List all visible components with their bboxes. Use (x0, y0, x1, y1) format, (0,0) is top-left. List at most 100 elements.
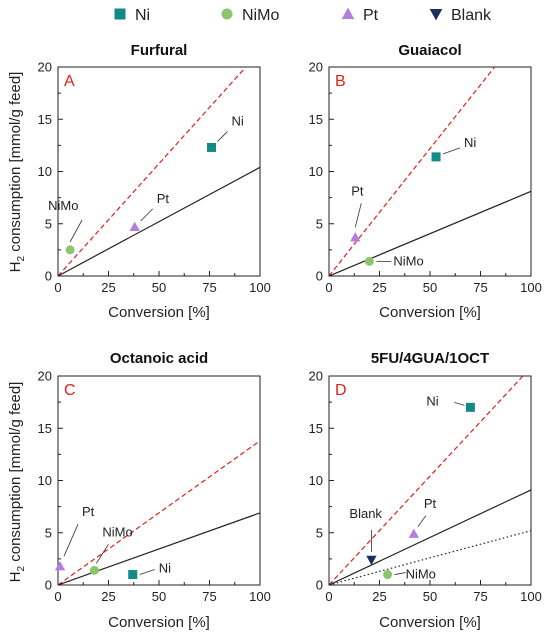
point-label-ni: Ni (159, 561, 171, 576)
legend: Ni NiMo Pt Blank (114, 7, 492, 24)
panel-title: Octanoic acid (110, 350, 208, 367)
y-axis-title-row-2: H2 consumption [mmol/g feed] (7, 382, 27, 583)
y-tick-label: 20 (309, 369, 323, 384)
legend-label-pt: Pt (363, 7, 379, 24)
x-tick-label: 50 (423, 280, 437, 295)
point-label-nimo: NiMo (393, 253, 423, 268)
point-label-pt: Pt (157, 191, 170, 206)
leader-line-nimo (394, 572, 406, 575)
data-point-ni (207, 142, 217, 152)
y-tick-label: 20 (38, 60, 52, 75)
x-tick-label: 75 (473, 589, 487, 604)
x-tick-label: 0 (325, 589, 332, 604)
x-tick-label: 25 (372, 280, 386, 295)
reference-line-dashed-red (58, 440, 260, 585)
reference-lines (58, 67, 260, 276)
x-tick-label: 25 (372, 589, 386, 604)
point-label-ni: Ni (464, 135, 476, 150)
x-tick-label: 100 (249, 280, 271, 295)
y-tick-label: 10 (309, 164, 323, 179)
x-tick-label: 0 (54, 280, 61, 295)
point-label-ni: Ni (232, 113, 244, 128)
point-label-pt: Pt (351, 183, 364, 198)
leader-line-pt (417, 515, 427, 528)
data-point-pt (350, 232, 361, 242)
leader-line-ni (217, 131, 228, 142)
y-tick-label: 5 (316, 216, 323, 231)
legend-marker-pt (341, 7, 355, 20)
reference-line-dotted-black (329, 530, 531, 585)
leader-line-nimo (96, 544, 109, 564)
leader-line-ni (454, 401, 465, 406)
panel-b: Guaiacol B 0 25 50 75 100 0 5 10 15 20 Conversion [%… (309, 42, 542, 321)
legend-entry-blank: Blank (429, 7, 492, 24)
leader-line-ni (442, 147, 461, 155)
x-tick-label: 75 (202, 280, 216, 295)
y-tick-label: 5 (45, 216, 52, 231)
data-point-ni (431, 152, 441, 162)
y-axis-titles: H2 consumption [mmol/g feed] H2 consumpti… (7, 72, 27, 583)
y-axis-title-prefix: H (7, 571, 24, 582)
point-label-ni: Ni (426, 393, 438, 408)
y-tick-label: 10 (309, 473, 323, 488)
x-tick-label: 50 (423, 589, 437, 604)
panel-title: Guaiacol (398, 42, 461, 59)
reference-lines (329, 376, 531, 585)
reference-line-dashed-red (329, 67, 496, 276)
legend-entry-nimo: NiMo (221, 7, 279, 24)
x-tick-label: 50 (152, 589, 166, 604)
panel-letter: C (64, 382, 76, 399)
data-point-nimo (364, 256, 374, 266)
x-tick-label: 0 (325, 280, 332, 295)
y-tick-label: 20 (309, 60, 323, 75)
y-axis-title-row-1: H2 consumption [mmol/g feed] (7, 72, 27, 273)
x-tick-label: 50 (152, 280, 166, 295)
panel-d: 5FU/4GUA/1OCT D 0 25 50 75 100 0 5 10 15 20 Conversi… (309, 350, 542, 631)
legend-label-blank: Blank (451, 7, 492, 24)
data-point-pt (408, 528, 420, 538)
legend-marker-nimo (221, 8, 233, 20)
data-point-blank (366, 555, 377, 566)
point-label-nimo: NiMo (102, 524, 132, 539)
y-axis-title-rest: consumption [mmol/g feed] (7, 72, 24, 256)
panel-letter: D (335, 382, 347, 399)
point-label-nimo: NiMo (48, 198, 78, 213)
y-axis-title-prefix: H (7, 261, 24, 272)
y-tick-label: 15 (38, 112, 52, 127)
reference-lines (329, 67, 531, 276)
x-axis-title: Conversion [%] (379, 614, 481, 631)
plot-frame (57, 66, 261, 277)
reference-line-dashed-red (58, 67, 247, 276)
data-point-pt (129, 221, 140, 232)
y-tick-label: 20 (38, 369, 52, 384)
y-tick-label: 5 (316, 525, 323, 540)
data-point-ni (128, 570, 138, 580)
x-axis-title: Conversion [%] (379, 304, 481, 321)
y-tick-label: 15 (38, 421, 52, 436)
point-label-pt: Pt (424, 496, 437, 511)
x-tick-label: 100 (520, 589, 542, 604)
y-tick-label: 5 (45, 525, 52, 540)
leader-line-pt (354, 203, 362, 228)
panel-letter: B (335, 73, 346, 90)
x-tick-label: 75 (202, 589, 216, 604)
y-tick-label: 10 (38, 473, 52, 488)
point-label-nimo: NiMo (406, 567, 436, 582)
plot-frame (57, 375, 261, 586)
reference-line-solid-black (58, 166, 260, 276)
panel-title: 5FU/4GUA/1OCT (371, 350, 489, 367)
legend-entry-ni: Ni (114, 7, 150, 24)
point-label-blank: Blank (349, 506, 382, 521)
y-tick-label: 15 (309, 421, 323, 436)
data-point-ni (465, 402, 475, 412)
y-tick-label: 0 (316, 269, 323, 284)
x-axis-title: Conversion [%] (108, 304, 210, 321)
y-tick-label: 10 (38, 164, 52, 179)
y-axis-title-rest: consumption [mmol/g feed] (7, 382, 24, 566)
leader-line-nimo (69, 219, 83, 243)
panel-letter: A (64, 73, 75, 90)
panel-c: Octanoic acid C 0 25 50 75 100 0 5 10 15 20 Conversi… (38, 350, 271, 631)
reference-line-solid-black (329, 489, 531, 585)
